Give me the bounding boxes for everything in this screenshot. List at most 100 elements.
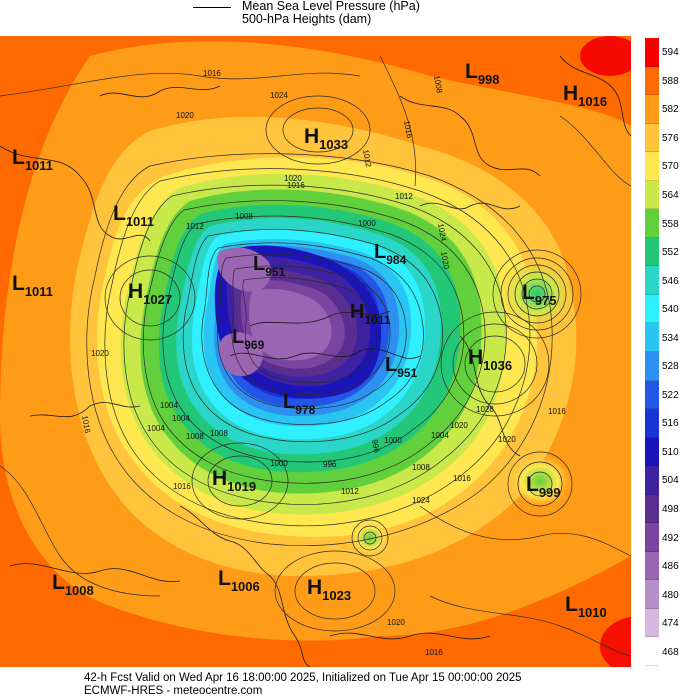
colorbar-cell: [645, 180, 659, 210]
isobar-label: 1012: [341, 487, 359, 496]
colorbar-cell: [645, 209, 659, 238]
colorbar-cell: [645, 494, 659, 524]
colorbar-tick-label: 486: [662, 561, 679, 573]
colorbar-cell: [645, 409, 659, 438]
isobar-label: 1004: [431, 431, 449, 440]
isobar-label: 1020: [387, 618, 405, 627]
isobar-label: 1020: [439, 251, 451, 271]
colorbar-tick-label: 582: [662, 104, 679, 116]
isobar-label: 996: [370, 439, 381, 454]
colorbar-cell: [645, 580, 659, 609]
isobar-label: 1000: [270, 459, 288, 468]
colorbar-cell: [645, 608, 659, 638]
isobar-label: 1004: [160, 401, 178, 410]
isobar-labels: 1016 1020 1024 1008 1016 1012 1008 1020 …: [80, 69, 566, 657]
legend-header: Mean Sea Level Pressure (hPa) 500-hPa He…: [0, 0, 681, 36]
isobar-label: 1012: [395, 192, 413, 201]
colorbar-tick-label: 540: [662, 304, 679, 316]
isobar-label: 1016: [173, 482, 191, 491]
colorbar-cell: [645, 38, 659, 67]
colorbar-cell: [645, 66, 659, 96]
pressure-center: L951: [385, 354, 418, 380]
model-source-text: ECMWF-HRES - meteocentre.com: [84, 685, 263, 697]
isobar-label: 1016: [453, 474, 471, 483]
legend-line-symbol: [193, 7, 231, 8]
colorbar-cell: [645, 637, 659, 666]
colorbar-cell: [645, 380, 659, 410]
colorbar-cell: [645, 523, 659, 552]
colorbar-tick-label: 516: [662, 418, 679, 430]
colorbar-tick-label: 468: [662, 646, 679, 658]
pressure-centers: L998 H1016 H1033 L1011 L1011 L1011 H1027…: [12, 60, 607, 620]
colorbar-tick-label: 510: [662, 446, 679, 458]
isobar-label: 1016: [548, 407, 566, 416]
isobar-label: 1020: [450, 421, 468, 430]
colorbar-tick-label: 546: [662, 275, 679, 287]
isobar-label: 1020: [498, 435, 516, 444]
colorbar-cell: [645, 266, 659, 295]
isobar-label: 1024: [270, 91, 288, 100]
isobar-label: 1020: [176, 111, 194, 120]
pressure-center: H1036: [468, 346, 512, 373]
isobar-label: 1004: [172, 414, 190, 423]
colorbar-cell: [645, 437, 659, 467]
isobar-label: 1020: [284, 174, 302, 183]
isobar-label: 1016: [287, 181, 305, 190]
colorbar-cell: [645, 323, 659, 352]
colorbar-cell: [645, 466, 659, 495]
forecast-valid-text: 42-h Fcst Valid on Wed Apr 16 18:00:00 2…: [84, 672, 522, 684]
isobar-label: 1008: [186, 432, 204, 441]
isobar-label: 1016: [402, 120, 414, 140]
colorbar-cell: [645, 95, 659, 124]
isobar-label: 1008: [432, 75, 444, 95]
colorbar-tick-label: 558: [662, 218, 679, 230]
colorbar-tick-label: 570: [662, 161, 679, 173]
colorbar-cell: [645, 551, 659, 581]
colorbar-tick-label: 552: [662, 247, 679, 259]
colorbar-tick-label: 522: [662, 389, 679, 401]
colorbar-tick-label: 594: [662, 47, 679, 59]
isobar-label: 1016: [80, 415, 92, 435]
colorbar-tick-label: 588: [662, 75, 679, 87]
pressure-center: L1006: [218, 567, 260, 594]
isobar-label: 1008: [412, 463, 430, 472]
pressure-center: H1027: [128, 280, 172, 307]
pressure-center: H1011: [350, 301, 391, 327]
colorbar-tick-label: 474: [662, 618, 679, 630]
colorbar: [645, 38, 659, 666]
isobar-label: 1020: [91, 349, 109, 358]
isobar-label: 1016: [425, 648, 443, 657]
pressure-center: L984: [374, 241, 407, 267]
pressure-center: L969: [232, 326, 265, 352]
isobar-label: 1012: [361, 149, 373, 169]
colorbar-tick-label: 492: [662, 532, 679, 544]
isobar-label: 1028: [476, 405, 494, 414]
isobar-label: 1000: [384, 436, 402, 445]
pressure-center: H1033: [304, 125, 348, 152]
isobar-label: 1012: [186, 222, 204, 231]
forecast-map: 1016 1020 1024 1008 1016 1012 1008 1020 …: [0, 36, 631, 667]
colorbar-tick-label: 576: [662, 132, 679, 144]
pressure-center: L975: [522, 281, 557, 308]
colorbar-tick-label: 504: [662, 475, 679, 487]
pressure-center: L978: [283, 391, 316, 417]
isobar-label: 996: [323, 460, 337, 469]
colorbar-cell: [645, 152, 659, 181]
pressure-center: H1016: [563, 82, 607, 109]
isobar-label: 1000: [358, 219, 376, 228]
colorbar-tick-label: 534: [662, 332, 679, 344]
isobars: [0, 55, 631, 657]
colorbar-cell: [645, 237, 659, 267]
colorbar-cell: [645, 352, 659, 381]
pressure-center: L1011: [12, 146, 53, 173]
pressure-center: L1008: [52, 571, 94, 598]
isobar-label: 1008: [235, 212, 253, 221]
isobar-label: 1004: [147, 424, 165, 433]
pressure-center: L999: [526, 473, 561, 500]
colorbar-cell: [645, 123, 659, 153]
colorbar-tick-label: 528: [662, 361, 679, 373]
colorbar-cell: [645, 294, 659, 324]
isobar-label: 1016: [203, 69, 221, 78]
pressure-center: H1023: [307, 576, 351, 603]
pressure-center: H1019: [212, 467, 256, 494]
